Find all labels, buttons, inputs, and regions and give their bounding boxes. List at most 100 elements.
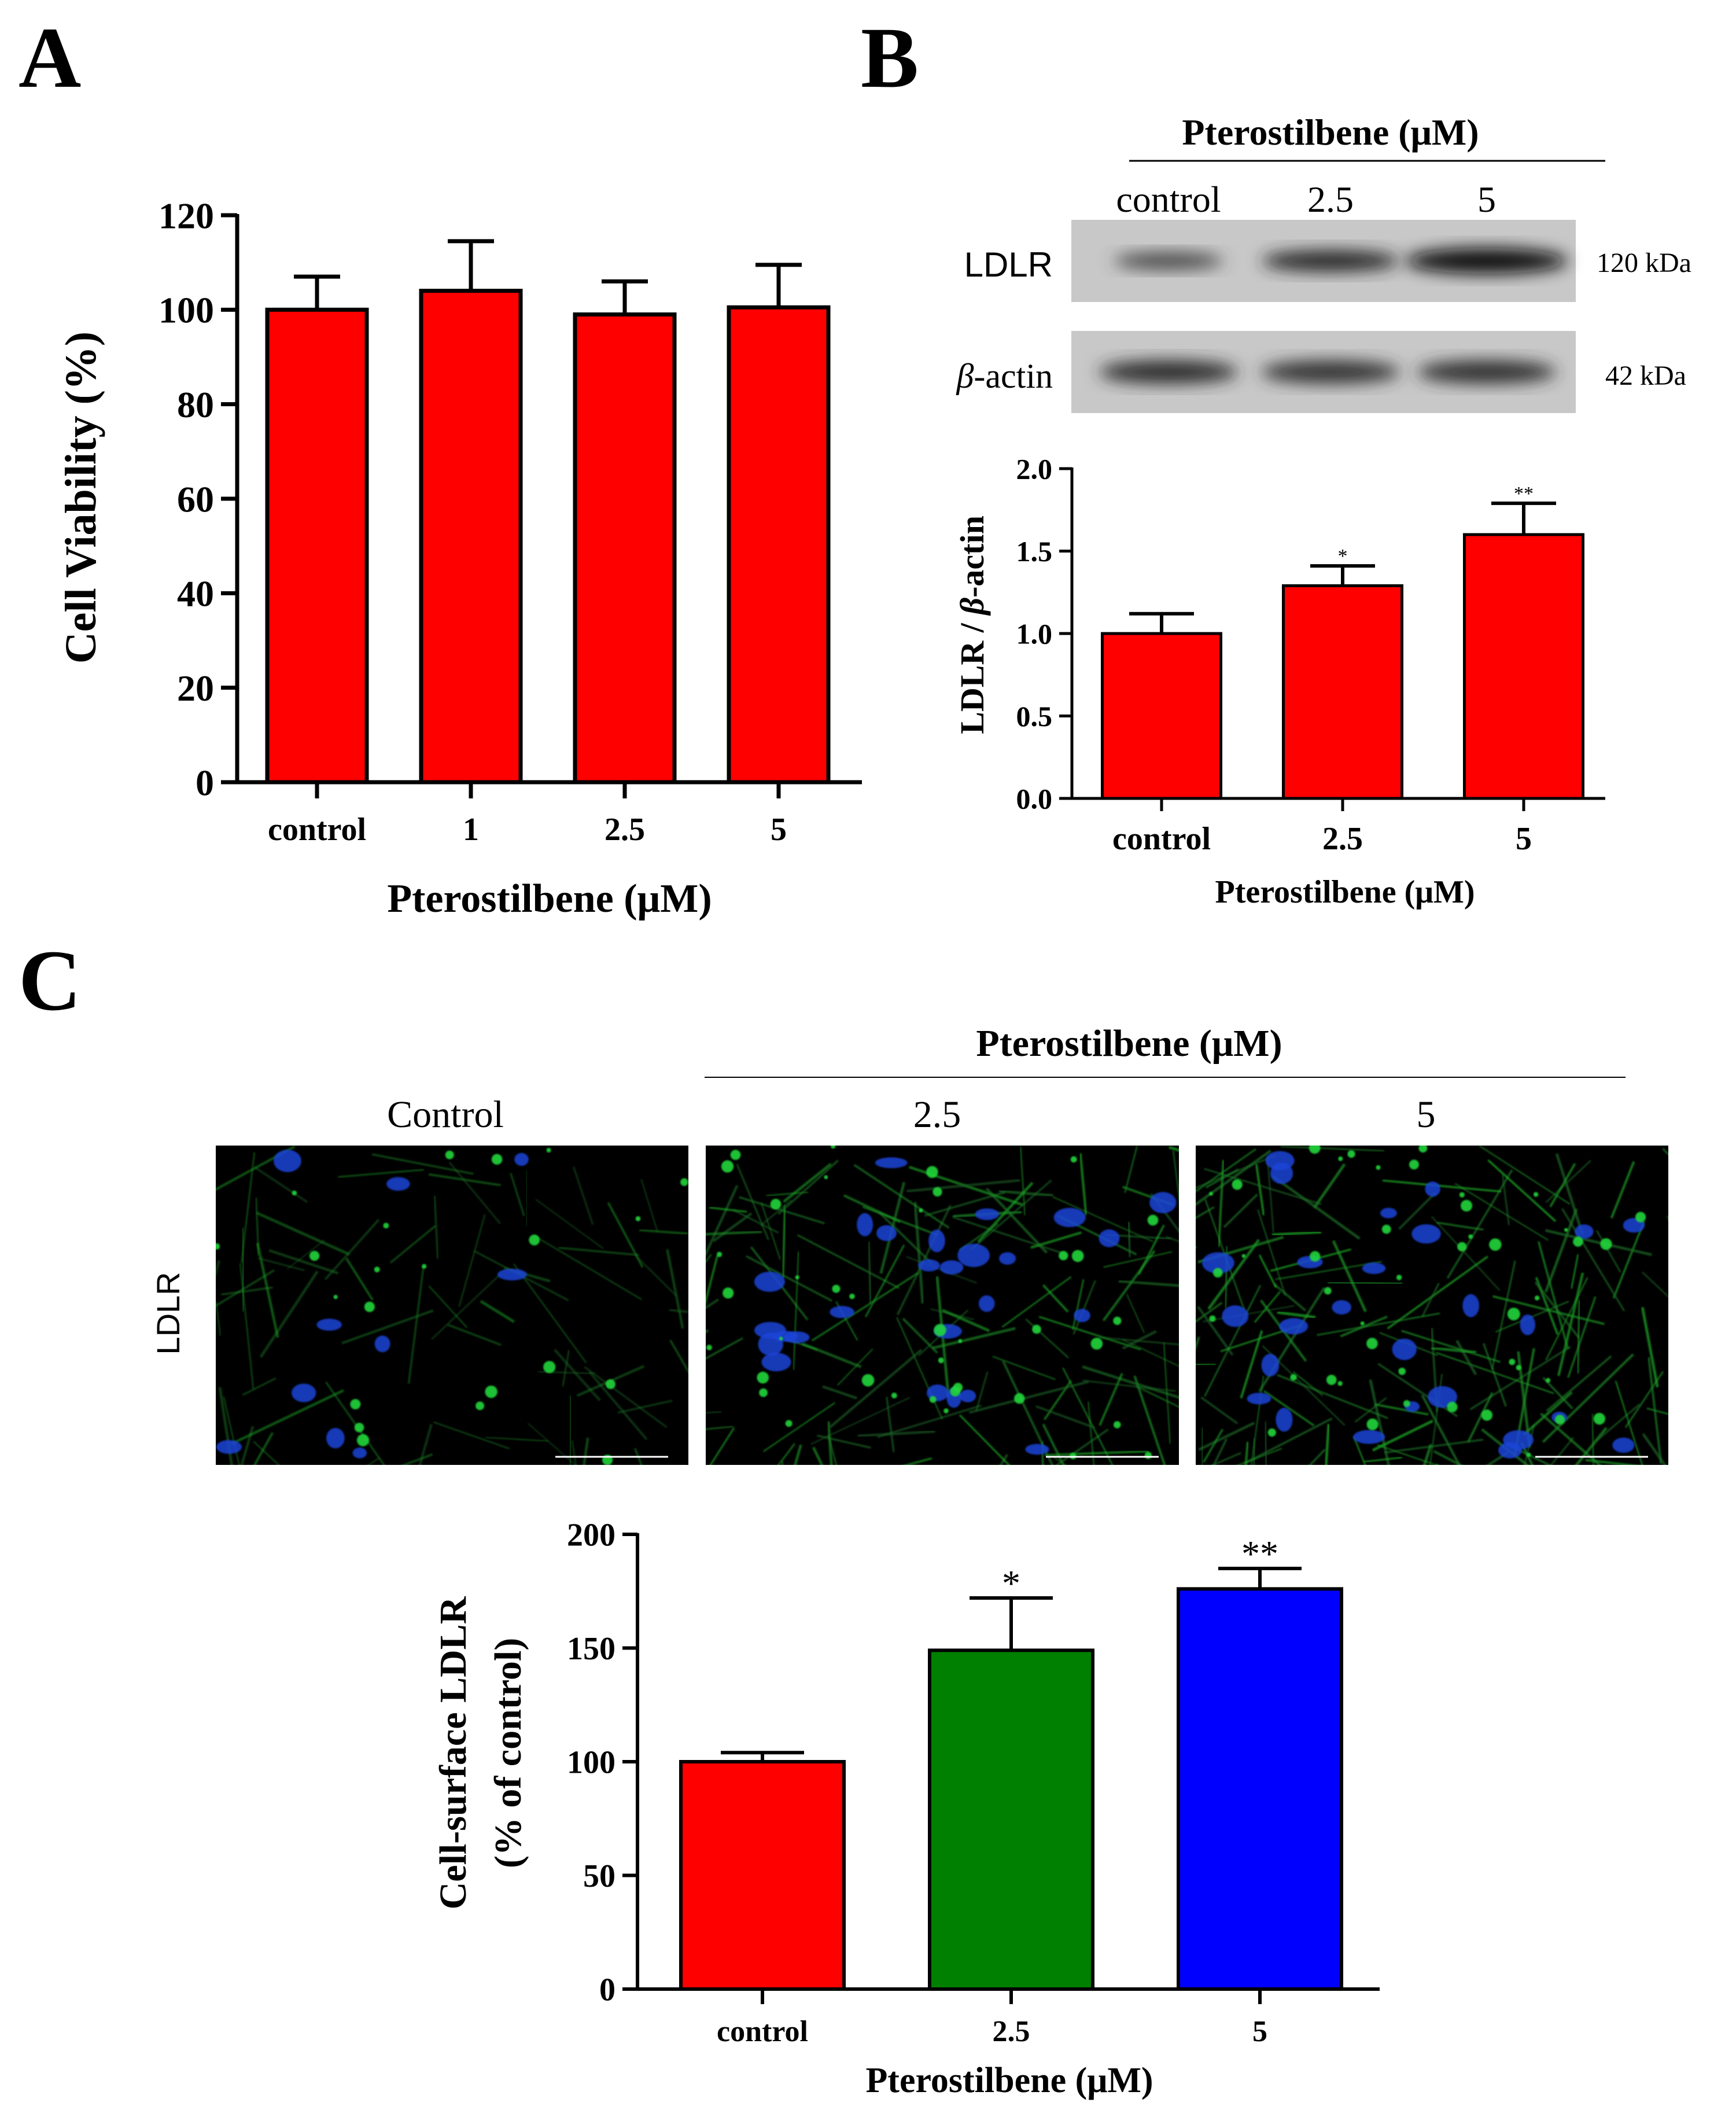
ldlr-punctum <box>383 1222 389 1228</box>
nucleus <box>514 1153 529 1166</box>
nucleus <box>1612 1438 1634 1453</box>
nucleus <box>316 1319 342 1331</box>
nucleus <box>1265 1151 1294 1170</box>
nucleus <box>957 1244 990 1267</box>
nucleus <box>979 1295 995 1312</box>
nucleus <box>292 1383 316 1402</box>
micro-col-5: 5 <box>1417 1093 1436 1136</box>
x-tick-label: 5 <box>1516 821 1532 857</box>
nucleus <box>216 1440 242 1454</box>
blot-row-label-ldlr: LDLR <box>964 245 1053 284</box>
micro-col-control: Control <box>387 1093 504 1136</box>
green-fiber <box>1663 1148 1732 1220</box>
ldlr-punctum <box>1072 1250 1084 1262</box>
nucleus <box>857 1213 873 1236</box>
ldlr-punctum <box>1398 1368 1406 1375</box>
ldlr-punctum <box>1461 1200 1472 1212</box>
ldlr-punctum <box>1310 1251 1320 1261</box>
nucleus <box>762 1353 791 1371</box>
x-axis-label: Pterostilbene (μM) <box>387 877 712 921</box>
y-axis-label-line1: Cell-surface LDLR <box>432 1596 474 1909</box>
green-fiber <box>943 1454 1007 1557</box>
ldlr-punctum <box>759 1389 768 1397</box>
ldlr-punctum <box>374 1266 380 1272</box>
ldlr-punctum <box>779 1336 783 1341</box>
micro-row-label: LDLR <box>150 1272 186 1354</box>
green-fiber <box>1436 1464 1494 1556</box>
micro-tile-2 <box>1138 1142 1736 1556</box>
ldlr-punctum <box>1535 1295 1539 1300</box>
ldlr-punctum <box>1347 1150 1355 1158</box>
green-fiber <box>1643 1434 1705 1523</box>
nucleus <box>1262 1354 1280 1376</box>
micro-tile-1 <box>635 1144 1259 1557</box>
ldlr-punctum <box>1367 1419 1379 1430</box>
panel-label-c: C <box>19 933 81 1029</box>
ldlr-punctum <box>547 1148 551 1152</box>
ldlr-punctum <box>1324 1287 1332 1295</box>
x-tick-label: 5 <box>1252 2015 1267 2048</box>
ldlr-punctum <box>1527 1453 1531 1457</box>
ldlr-punctum <box>1489 1238 1501 1250</box>
ldlr-punctum <box>333 1295 337 1299</box>
nucleus <box>1503 1430 1534 1450</box>
ldlr-punctum <box>1059 1251 1068 1260</box>
x-tick-label: 2.5 <box>1322 821 1363 857</box>
ldlr-punctum <box>1396 1275 1402 1280</box>
ldlr-punctum <box>1635 1212 1646 1222</box>
bar-2.5 <box>575 315 675 783</box>
nucleus <box>1025 1444 1049 1455</box>
ldlr-punctum <box>1508 1308 1520 1320</box>
actin-band <box>1099 360 1238 384</box>
ldlr-punctum <box>1468 1234 1473 1239</box>
ldlr-punctum <box>717 1251 722 1257</box>
green-fiber <box>1328 1282 1403 1283</box>
y-tick-label: 40 <box>177 573 214 614</box>
blot-kda-actin: 42 kDa <box>1605 360 1686 391</box>
micro-header: Pterostilbene (μM) <box>976 1022 1282 1065</box>
y-tick-label: 1.5 <box>1016 535 1053 568</box>
nucleus <box>876 1225 897 1241</box>
ldlr-punctum <box>891 1393 897 1398</box>
ldlr-punctum <box>1366 1338 1378 1349</box>
bar-control <box>1103 634 1221 798</box>
y-axis-label: Cell Viability (%) <box>57 332 105 664</box>
ldlr-punctum <box>309 1251 319 1261</box>
ldlr-punctum <box>476 1401 484 1410</box>
nucleus <box>353 1448 367 1459</box>
ldlr-punctum <box>1113 1317 1121 1325</box>
nucleus <box>1353 1430 1385 1444</box>
actin-greek: β <box>956 357 974 395</box>
ldlr-punctum <box>1546 1378 1550 1383</box>
blot-kda-ldlr: 120 kDa <box>1597 248 1691 278</box>
ldlr-punctum <box>213 1243 220 1250</box>
panel-label-a: A <box>19 10 81 106</box>
y-tick-label: 0 <box>599 1972 615 2008</box>
x-tick-label: 2.5 <box>605 812 645 848</box>
x-axis-label: Pterostilbene (μM) <box>1215 874 1475 910</box>
y-axis-label: LDLR / β-actin <box>953 515 991 734</box>
ldlr-punctum <box>1361 1321 1365 1325</box>
nucleus <box>1149 1192 1176 1213</box>
micro-tile-0 <box>183 1146 739 1563</box>
nucleus <box>497 1269 527 1280</box>
ldlr-band <box>1114 253 1223 269</box>
ldlr-punctum <box>932 1187 942 1196</box>
ldlr-punctum <box>1403 1400 1410 1407</box>
green-fiber <box>635 1448 679 1562</box>
ldlr-punctum <box>364 1302 375 1312</box>
ldlr-punctum <box>606 1379 615 1389</box>
nucleus <box>386 1177 410 1191</box>
ldlr-band <box>1406 248 1568 274</box>
nucleus <box>975 1209 999 1220</box>
western-blot: Pterostilbene (μM) control 2.5 5 LDLR β-… <box>956 112 1691 413</box>
ldlr-punctum <box>950 1386 960 1397</box>
bar-5 <box>1178 1589 1341 1989</box>
y-axis-label-part: -actin <box>953 515 991 598</box>
nucleus <box>274 1150 301 1172</box>
x-tick-label: 5 <box>771 812 787 848</box>
ldlr-punctum <box>1114 1421 1121 1428</box>
ldlr-punctum <box>706 1345 712 1350</box>
ldlr-punctum <box>1213 1268 1223 1278</box>
